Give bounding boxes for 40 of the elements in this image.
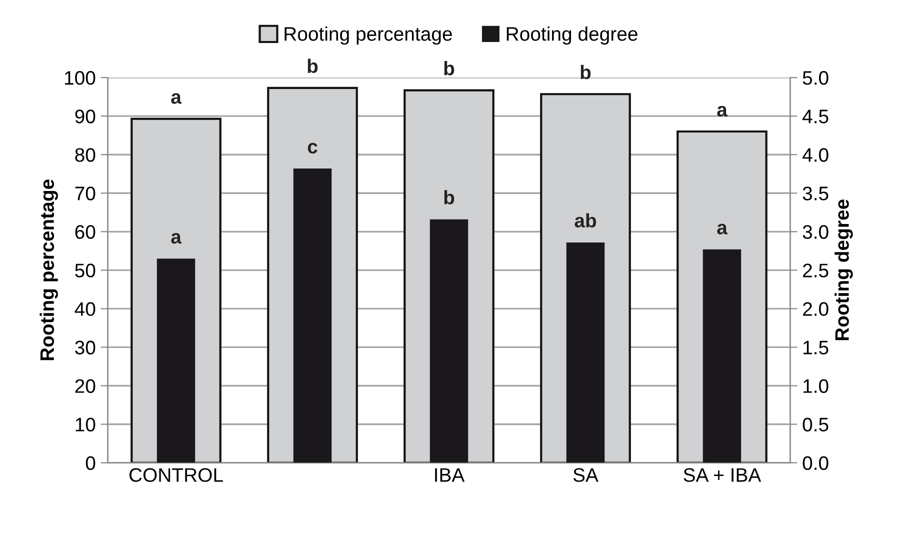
y2-axis-title: Rooting degree — [834, 200, 853, 340]
y2-tick-label: 4.5 — [802, 110, 828, 124]
y-tick-label: 90 — [75, 110, 96, 124]
data-label: c — [308, 142, 318, 154]
x-tick-label: SA — [573, 468, 598, 482]
legend-label: Rooting degree — [506, 26, 638, 45]
data-label: b — [444, 190, 454, 204]
y2-tick-label: 5.0 — [802, 71, 828, 85]
y2-tick-label: 0.0 — [802, 456, 828, 470]
y2-tick-label: 2.0 — [803, 302, 828, 316]
data-label: b — [444, 61, 454, 76]
y-tick-label: 70 — [75, 186, 96, 200]
y2-tick-label: 3.0 — [802, 225, 828, 239]
y-tick-label: 30 — [75, 340, 96, 354]
y2-tick-label: 2.5 — [803, 264, 828, 278]
y-tick-label: 10 — [76, 418, 96, 432]
y2-tick-label: 4.0 — [802, 148, 828, 162]
x-tick-label: SA + IBA — [684, 468, 762, 482]
data-label: ab — [574, 213, 596, 228]
data-label: a — [171, 93, 182, 104]
y2-tick-label: 0.5 — [802, 418, 828, 432]
data-label: b — [580, 64, 591, 80]
data-label: a — [171, 233, 182, 244]
y-tick-label: 100 — [65, 71, 96, 85]
y2-tick-label: 3.5 — [802, 186, 828, 200]
y-tick-label: 40 — [74, 302, 96, 316]
data-label: b — [308, 58, 318, 74]
legend-label: Rooting percentage — [284, 26, 452, 45]
x-tick-label: CONTROL — [129, 468, 223, 482]
y-tick-label: 80 — [75, 148, 96, 162]
y-tick-label: 50 — [75, 264, 96, 278]
data-label: a — [717, 224, 728, 234]
data-label: a — [717, 106, 728, 117]
y2-tick-label: 1.0 — [804, 379, 828, 393]
y2-tick-label: 1.5 — [804, 340, 828, 354]
y-tick-label: 60 — [75, 225, 96, 239]
y-tick-label: 20 — [75, 379, 96, 393]
y-tick-label: 0 — [86, 456, 96, 470]
y-axis-title: Rooting percentage — [40, 180, 58, 360]
x-tick-label: IBA — [435, 468, 465, 482]
